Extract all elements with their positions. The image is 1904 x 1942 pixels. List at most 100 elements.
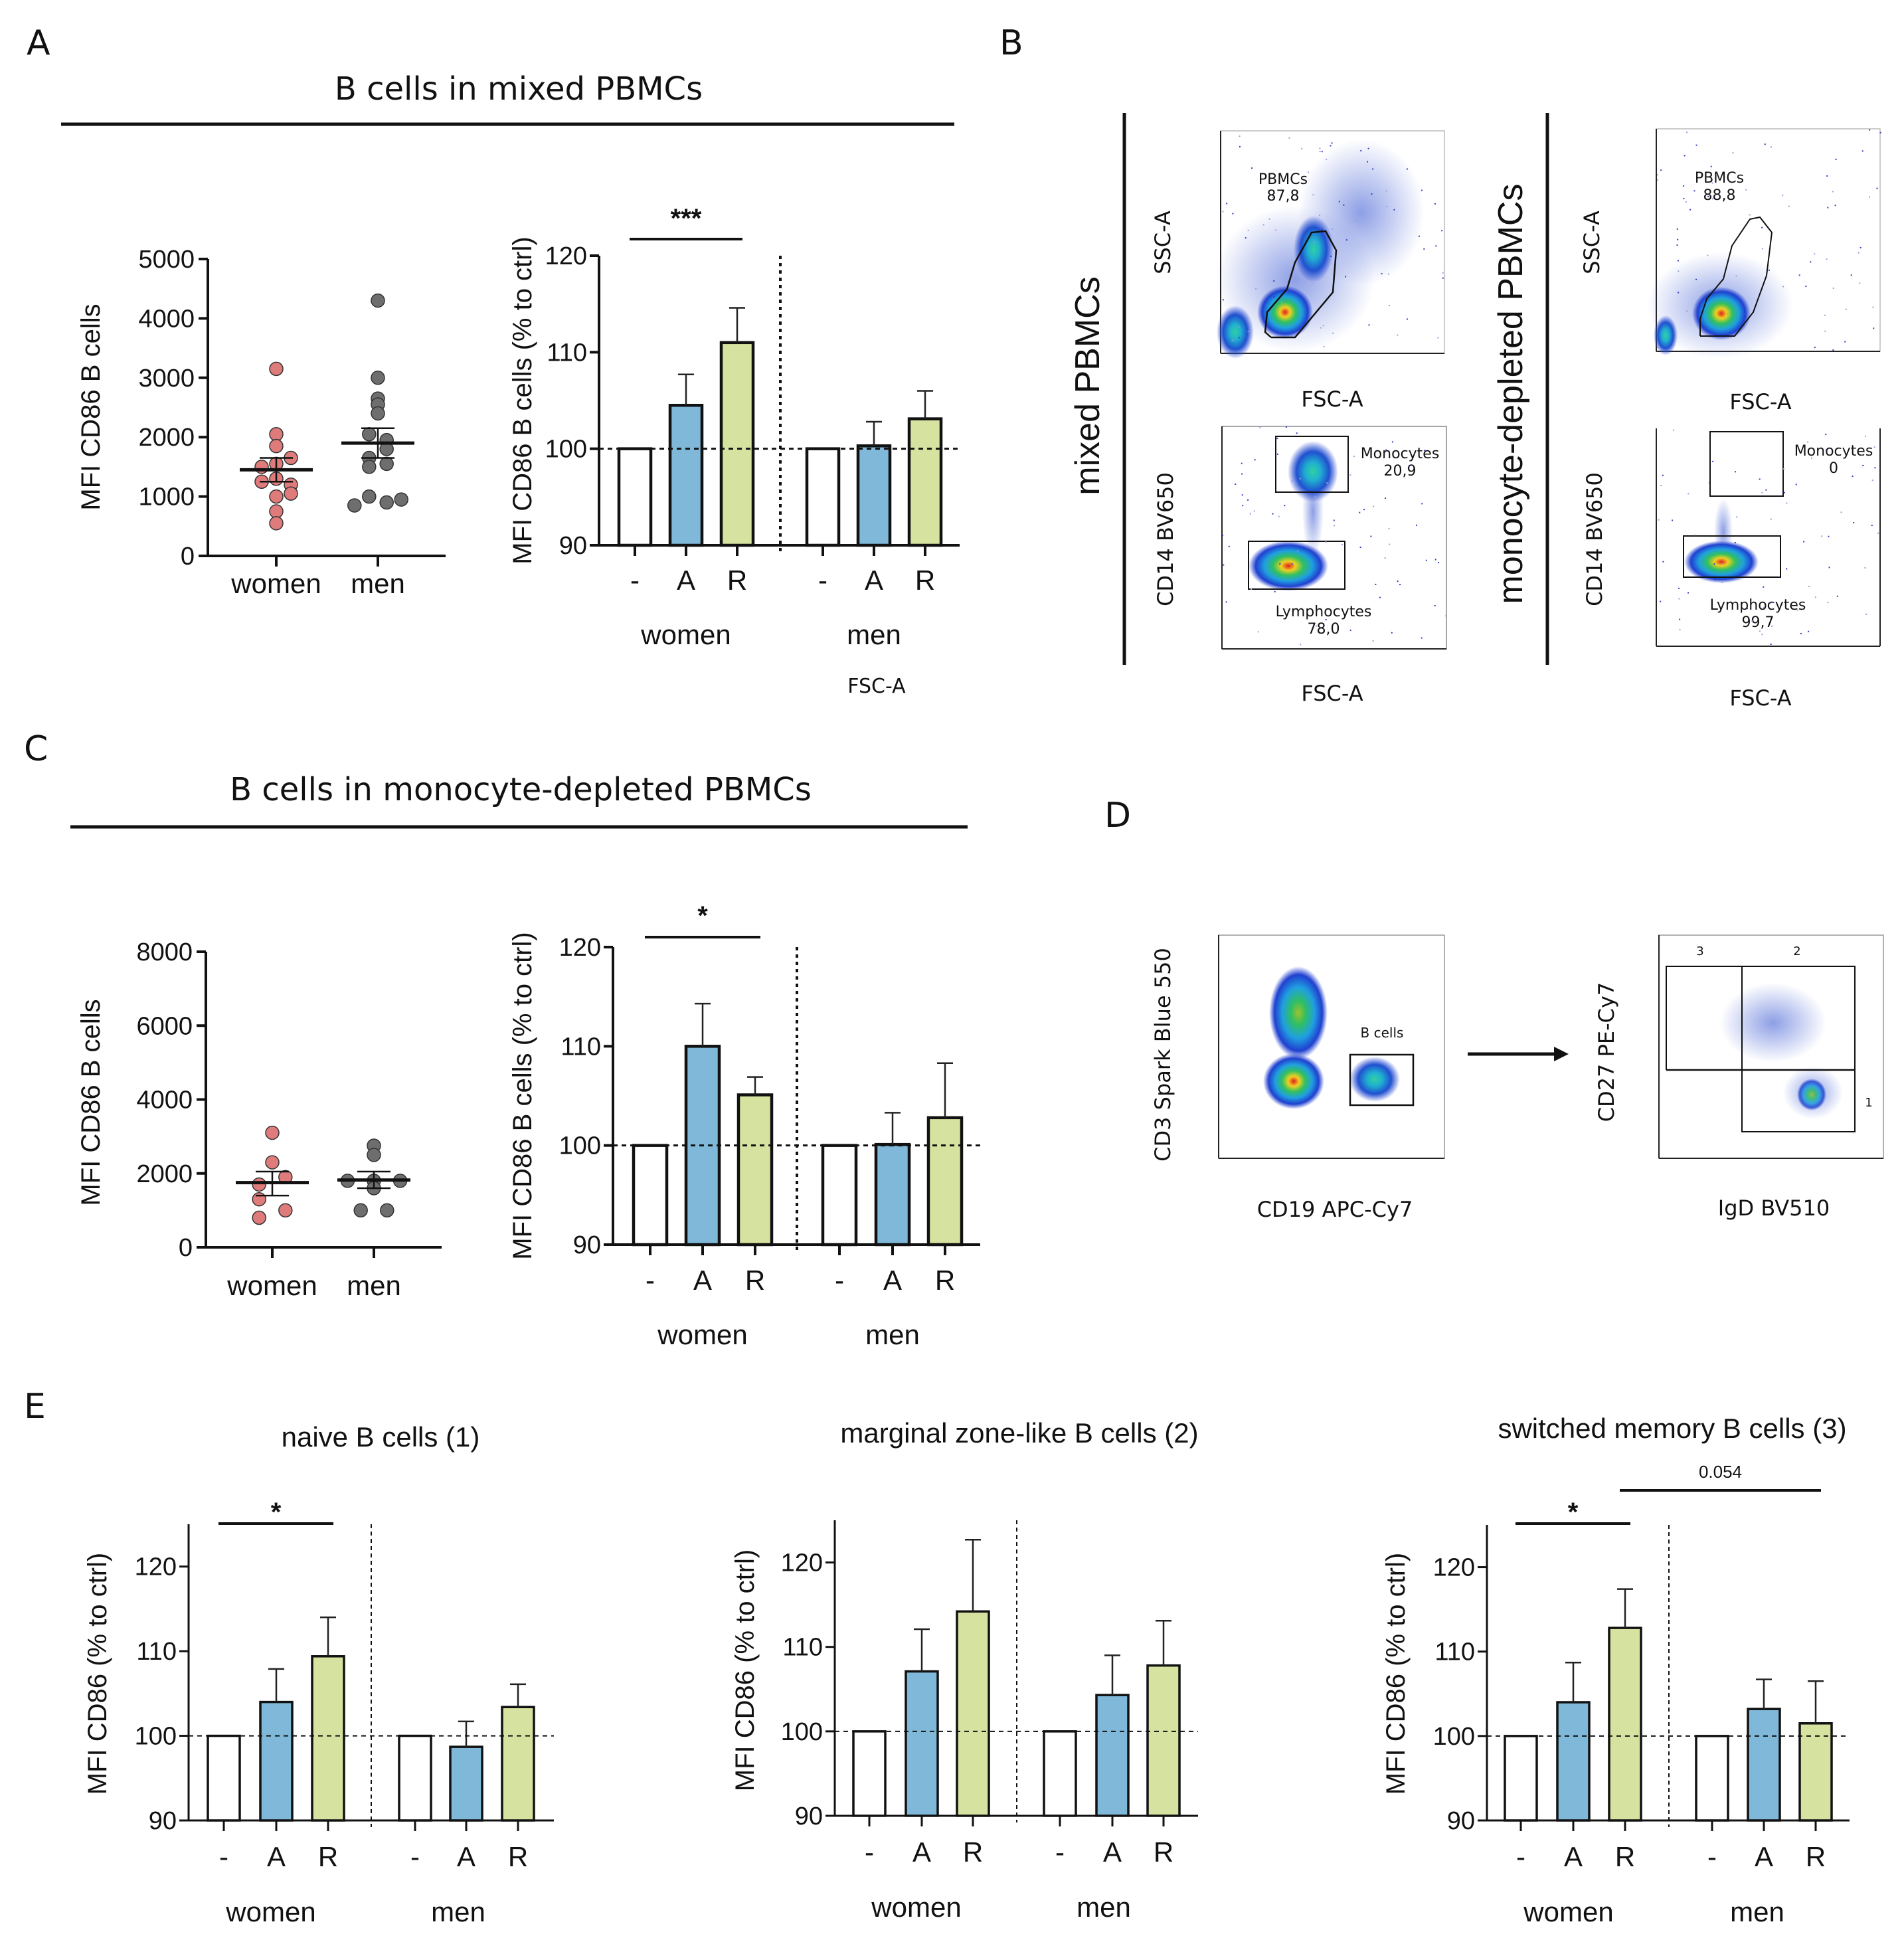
data-point: [353, 1203, 368, 1218]
flow-event: [1840, 511, 1842, 513]
flow-event: [1239, 145, 1241, 147]
flow-event: [1662, 561, 1664, 563]
flow-event: [1678, 292, 1680, 294]
data-point: [278, 1203, 293, 1218]
bar: [617, 447, 653, 547]
flow-event: [1276, 453, 1278, 455]
flow-event: [1660, 485, 1662, 487]
group-label: women: [657, 1319, 747, 1350]
flow-event: [1393, 209, 1395, 211]
flow-event: [1375, 583, 1377, 585]
flow-event: [1438, 562, 1440, 564]
flow-event: [1442, 272, 1444, 274]
y-tick-label: 100: [559, 1132, 601, 1160]
flow-event: [1373, 505, 1375, 507]
x-tick-label: R: [915, 565, 935, 596]
flow-event: [1408, 466, 1410, 468]
quadrant-label-1: 1: [1865, 1096, 1872, 1110]
flow-event: [1656, 174, 1658, 176]
flow-event: [1683, 185, 1685, 187]
flow-event: [1353, 456, 1355, 458]
bar: [1556, 1701, 1591, 1822]
flow-event: [1832, 287, 1834, 289]
flow-event: [1677, 260, 1679, 262]
data-point: [254, 460, 269, 474]
x-tick-label: -: [1055, 1836, 1065, 1868]
flow-event: [1679, 618, 1681, 620]
flow-event: [1388, 527, 1390, 529]
flow-event: [1249, 513, 1251, 515]
flow-event: [1745, 189, 1747, 191]
y-axis-title: MFI CD86 (% to ctrl): [83, 1553, 112, 1795]
flow-event: [1764, 143, 1766, 145]
flow-event: [1824, 330, 1826, 332]
flow-event: [1332, 332, 1334, 334]
x-axis-label: CD19 APC-Cy7: [1257, 1197, 1413, 1222]
y-axis-label: SSC-A: [1579, 211, 1604, 274]
y-tick-label: 110: [782, 1634, 823, 1662]
flow-event: [1299, 478, 1301, 480]
gate-label: PBMCs: [1695, 170, 1744, 187]
bar: [311, 1655, 345, 1822]
flow-event: [1262, 224, 1264, 226]
data-point: [269, 361, 284, 377]
gate-quadrants: [1666, 966, 1856, 1132]
flow-event: [1712, 460, 1714, 462]
gate-value: 99,7: [1742, 614, 1774, 631]
flow-event: [1803, 541, 1805, 543]
flow-event: [1873, 327, 1875, 329]
flow-event: [1272, 197, 1274, 199]
x-tick-label: A: [883, 1265, 902, 1296]
flow-event: [1291, 563, 1293, 565]
flow-event: [1332, 228, 1334, 230]
data-point: [371, 371, 385, 385]
y-tick-label: 120: [545, 242, 587, 270]
flow-event: [1235, 484, 1237, 486]
flow-event: [1226, 203, 1228, 205]
flow-event: [1734, 542, 1736, 544]
y-tick-label: 100: [135, 1723, 177, 1751]
flow-event: [1732, 152, 1734, 154]
flow-event: [1832, 191, 1834, 193]
x-axis-label: FSC-A: [1301, 681, 1363, 706]
flow-event: [1238, 326, 1240, 328]
x-tick-label: -: [646, 1265, 655, 1296]
flow-event: [1254, 459, 1256, 461]
flow-event: [1876, 187, 1878, 189]
flow-event: [1672, 519, 1674, 521]
bar: [956, 1610, 990, 1817]
bar: [1146, 1664, 1181, 1817]
flow-event: [1808, 585, 1810, 587]
x-tick-label: -: [835, 1265, 844, 1296]
flow-event: [1807, 441, 1809, 443]
flow-event: [1341, 543, 1343, 545]
data-point: [269, 426, 284, 442]
flow-event: [1368, 324, 1370, 326]
flow-event: [1695, 144, 1697, 146]
x-tick-label: -: [818, 565, 827, 596]
flow-event: [1388, 305, 1390, 307]
flow-event: [1768, 269, 1770, 271]
flow-event: [1657, 179, 1659, 181]
flow-event: [1363, 509, 1365, 511]
flow-event: [1285, 426, 1287, 428]
flow-event: [1423, 248, 1425, 250]
flow-event: [1695, 535, 1697, 537]
flow-event: [1749, 214, 1751, 216]
flow-event: [1255, 288, 1257, 290]
bar: [207, 1734, 241, 1822]
data-point: [252, 1210, 266, 1225]
data-point: [269, 516, 284, 531]
data-point: [347, 498, 362, 513]
flow-event: [1276, 438, 1278, 440]
flow-event: [1864, 567, 1866, 569]
data-point: [269, 504, 284, 519]
flow-event: [1679, 629, 1681, 631]
flow-event: [1247, 229, 1249, 231]
flow-event: [1297, 550, 1299, 552]
flow-event: [1372, 168, 1374, 170]
flow-event: [1711, 182, 1713, 184]
flow-event: [1859, 282, 1861, 284]
panel-b: mixed PBMCs monocyte-depleted PBMCs PBMC…: [1069, 113, 1881, 711]
flow-event: [1331, 142, 1333, 144]
